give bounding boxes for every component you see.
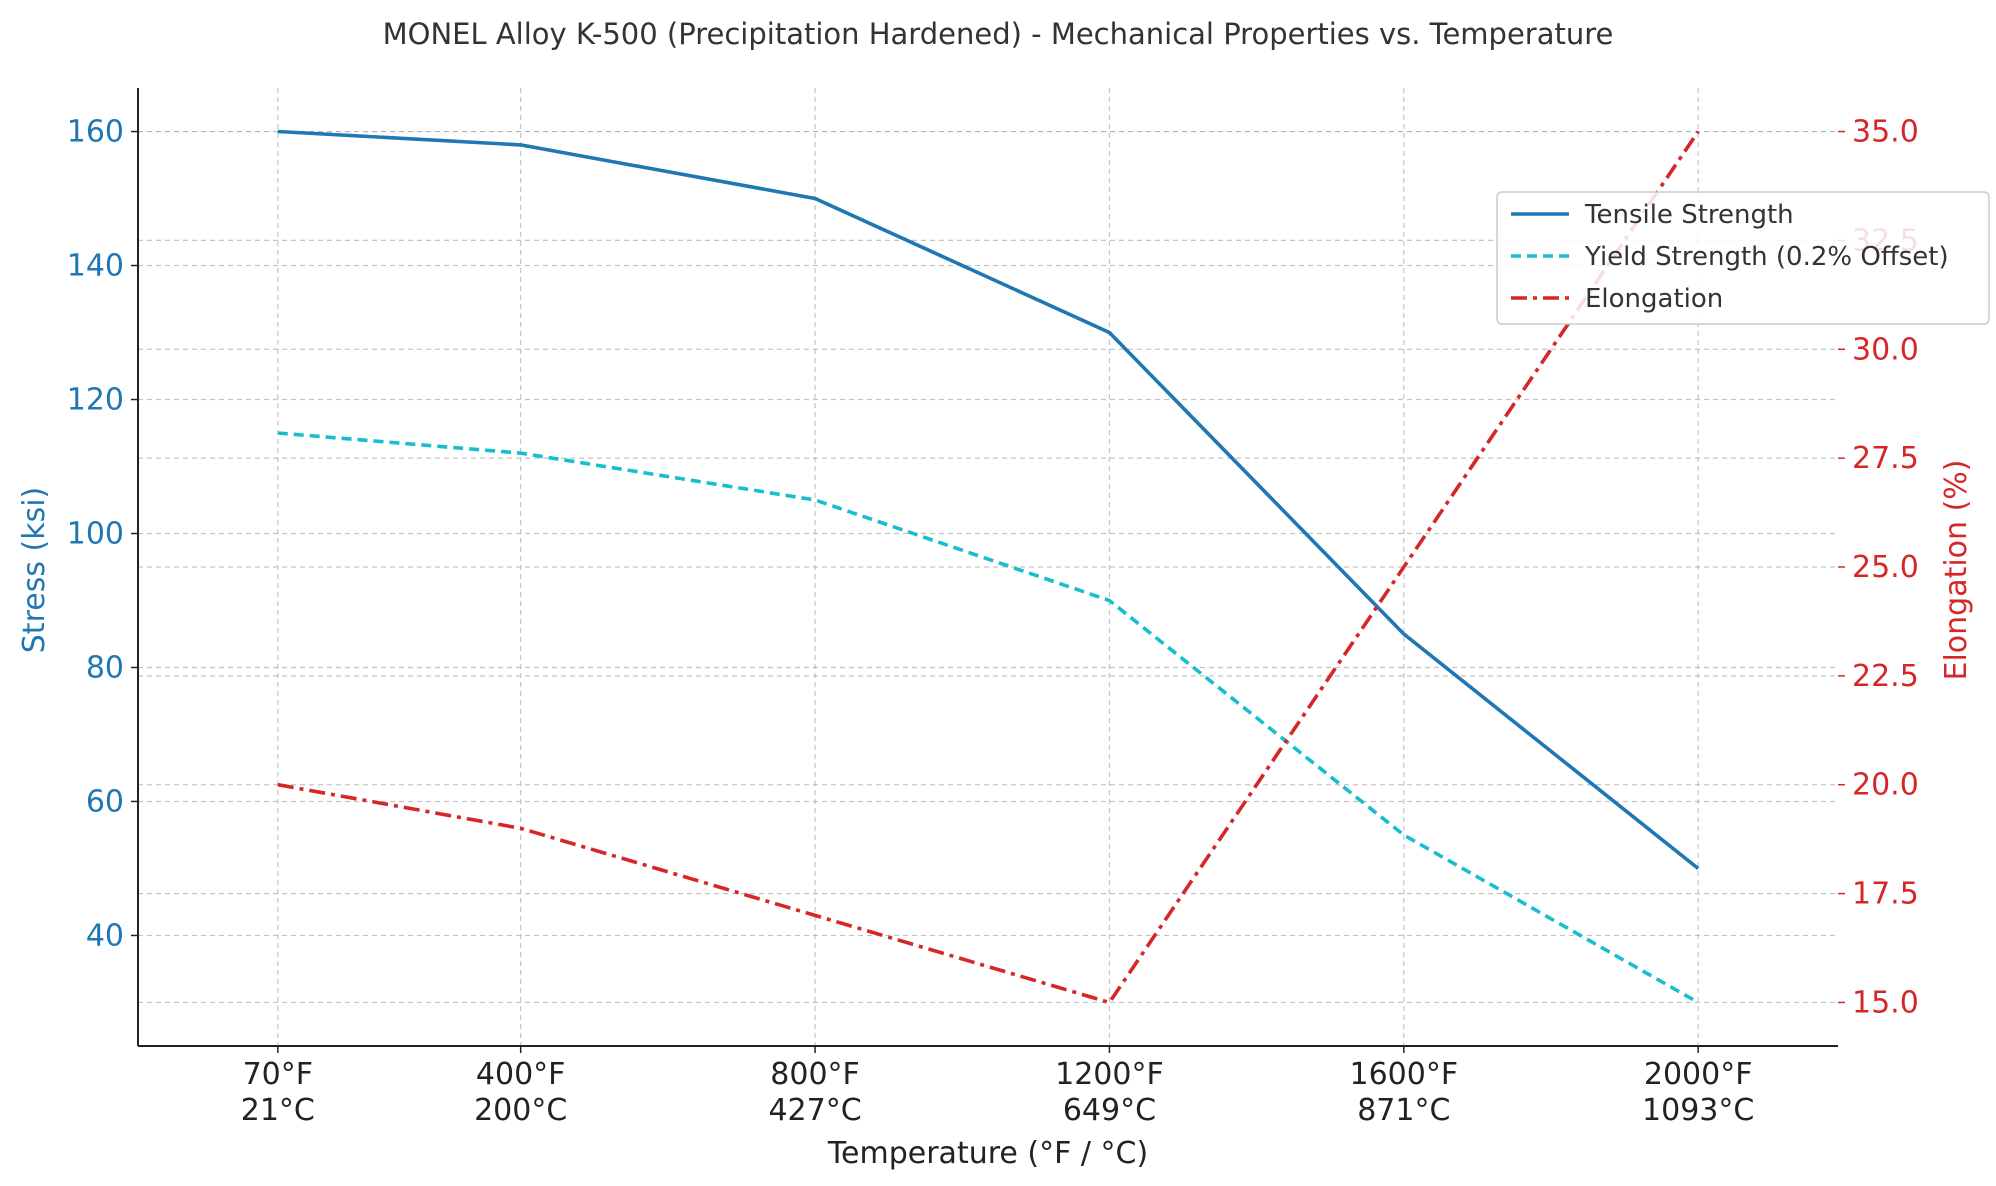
x-axis-label: Temperature (°F / °C)	[827, 1136, 1148, 1171]
y-tick-label: 160	[67, 115, 124, 150]
y2-tick-label: 20.0	[1852, 768, 1919, 803]
x-tick-label: 400°F	[476, 1057, 566, 1092]
series-line-elongation	[277, 130, 1700, 1005]
y-tick-label: 120	[67, 383, 124, 418]
x-tick-label-celsius: 200°C	[474, 1093, 567, 1128]
x-tick-label-celsius: 1093°C	[1642, 1093, 1754, 1128]
y2-tick-label: 30.0	[1852, 332, 1919, 367]
grid	[138, 88, 1838, 1046]
y-tick-label: 40	[86, 918, 124, 953]
x-tick-label-celsius: 21°C	[241, 1093, 315, 1128]
y-tick-label: 100	[67, 517, 124, 552]
y2-tick-label: 25.0	[1852, 550, 1919, 585]
x-tick-label: 70°F	[243, 1057, 313, 1092]
x-tick-label-celsius: 871°C	[1357, 1093, 1450, 1128]
y2-tick-label: 17.5	[1852, 877, 1919, 912]
y2-axis-label: Elongation (%)	[1939, 459, 1974, 680]
x-tick-label-celsius: 427°C	[768, 1093, 861, 1128]
series-line-yield-strength-0-2-offset	[277, 431, 1700, 1005]
series-line-tensile-strength	[277, 129, 1700, 870]
x-tick-label: 1600°F	[1349, 1057, 1458, 1092]
y-axis-label: Stress (ksi)	[17, 487, 52, 653]
x-tick-label: 1200°F	[1055, 1057, 1164, 1092]
legend-entry: Yield Strength (0.2% Offset)	[1584, 242, 1949, 272]
y-tick-label: 140	[67, 249, 124, 284]
y2-tick-label: 27.5	[1852, 441, 1919, 476]
legend-entry: Elongation	[1585, 284, 1723, 314]
x-tick-label: 800°F	[770, 1057, 860, 1092]
series-lines	[277, 129, 1700, 1005]
y2-tick-label: 22.5	[1852, 659, 1919, 694]
x-tick-label: 2000°F	[1644, 1057, 1753, 1092]
y-tick-label: 80	[86, 650, 124, 685]
y-tick-label: 60	[86, 784, 124, 819]
x-tick-label-celsius: 649°C	[1063, 1093, 1156, 1128]
axes	[131, 88, 1845, 1053]
y2-tick-label: 15.0	[1852, 985, 1919, 1020]
legend-entry: Tensile Strength	[1584, 200, 1794, 230]
legend-box	[1496, 191, 1990, 325]
chart-title: MONEL Alloy K-500 (Precipitation Hardene…	[383, 17, 1614, 51]
legend: Tensile Strength Yield Strength (0.2% Off…	[1496, 191, 1990, 325]
y2-tick-label: 35.0	[1852, 115, 1919, 150]
